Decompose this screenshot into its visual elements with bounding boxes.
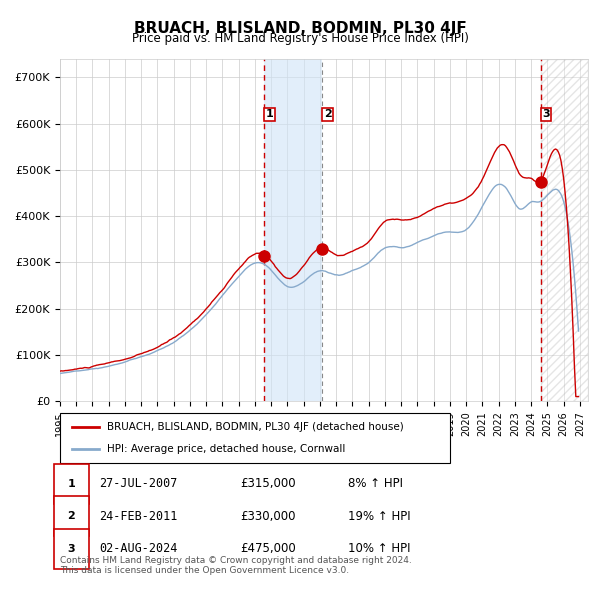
Text: 10% ↑ HPI: 10% ↑ HPI	[348, 542, 410, 555]
Bar	[541, 59, 588, 401]
Text: 19% ↑ HPI: 19% ↑ HPI	[348, 510, 410, 523]
Text: 24-FEB-2011: 24-FEB-2011	[99, 510, 178, 523]
Text: 3: 3	[68, 544, 75, 553]
Text: 1: 1	[68, 479, 75, 489]
Text: 1: 1	[266, 110, 274, 120]
Text: 02-AUG-2024: 02-AUG-2024	[99, 542, 178, 555]
Text: £330,000: £330,000	[240, 510, 296, 523]
Text: Price paid vs. HM Land Registry's House Price Index (HPI): Price paid vs. HM Land Registry's House …	[131, 32, 469, 45]
Text: £315,000: £315,000	[240, 477, 296, 490]
Text: 27-JUL-2007: 27-JUL-2007	[99, 477, 178, 490]
Text: 2: 2	[68, 512, 75, 521]
Text: BRUACH, BLISLAND, BODMIN, PL30 4JF: BRUACH, BLISLAND, BODMIN, PL30 4JF	[134, 21, 466, 35]
Text: £475,000: £475,000	[240, 542, 296, 555]
FancyBboxPatch shape	[60, 413, 450, 463]
Text: 2: 2	[324, 110, 332, 120]
Text: Contains HM Land Registry data © Crown copyright and database right 2024.
This d: Contains HM Land Registry data © Crown c…	[60, 556, 412, 575]
Text: 8% ↑ HPI: 8% ↑ HPI	[348, 477, 403, 490]
Text: HPI: Average price, detached house, Cornwall: HPI: Average price, detached house, Corn…	[107, 444, 345, 454]
Bar	[264, 59, 322, 401]
Text: 3: 3	[542, 110, 550, 120]
Text: BRUACH, BLISLAND, BODMIN, PL30 4JF (detached house): BRUACH, BLISLAND, BODMIN, PL30 4JF (deta…	[107, 422, 404, 432]
